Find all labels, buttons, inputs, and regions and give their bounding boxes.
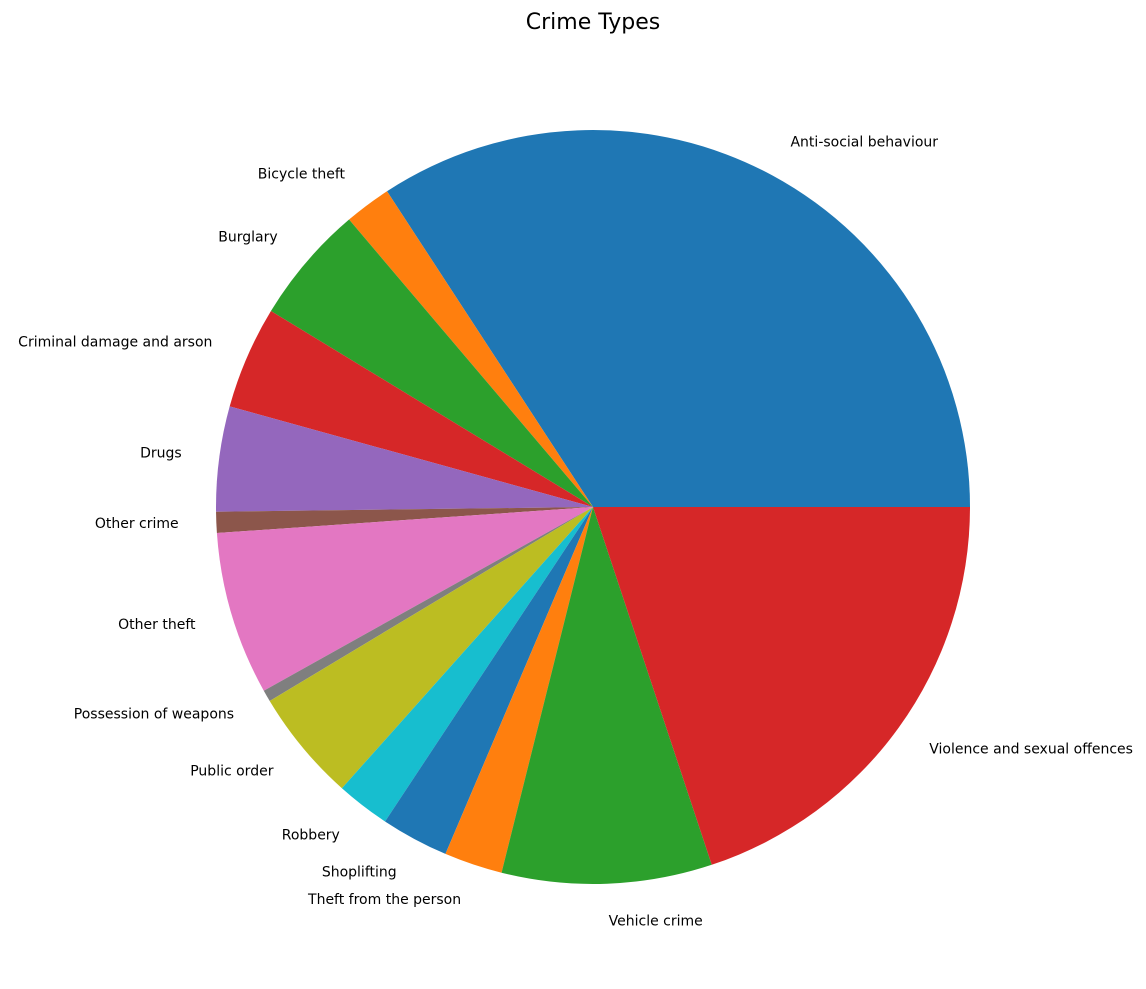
pie-slice-violence-and-sexual-offences — [593, 507, 970, 865]
pie-label-public-order: Public order — [190, 763, 273, 779]
pie-label-anti-social-behaviour: Anti-social behaviour — [790, 134, 938, 150]
pie-label-other-theft: Other theft — [118, 617, 196, 633]
pie-label-violence-and-sexual-offences: Violence and sexual offences — [929, 742, 1133, 758]
pie-label-possession-of-weapons: Possession of weapons — [74, 707, 234, 723]
pie-slice-other-theft — [216, 507, 593, 691]
pie-slice-drugs — [216, 406, 593, 512]
pie-slice-other-crime — [216, 507, 593, 534]
pie-slice-burglary — [270, 219, 593, 507]
pie-label-robbery: Robbery — [282, 827, 340, 843]
pie-slice-theft-from-the-person — [445, 507, 593, 873]
pie-slice-robbery — [341, 507, 593, 822]
pie-label-burglary: Burglary — [218, 230, 277, 246]
pie-slice-bicycle-theft — [349, 191, 593, 507]
chart-title: Crime Types — [526, 10, 660, 35]
pie-label-vehicle-crime: Vehicle crime — [609, 913, 703, 929]
pie-slice-vehicle-crime — [501, 507, 712, 884]
pie-label-shoplifting: Shoplifting — [322, 864, 397, 880]
pie-slice-shoplifting — [385, 507, 593, 854]
pie-slice-public-order — [269, 507, 593, 789]
pie-label-criminal-damage-and-arson: Criminal damage and arson — [18, 334, 212, 350]
pie-label-bicycle-theft: Bicycle theft — [258, 167, 346, 183]
pie-slice-possession-of-weapons — [263, 507, 593, 701]
pie-label-other-crime: Other crime — [95, 516, 179, 532]
pie-slice-anti-social-behaviour — [387, 130, 970, 508]
pie-slice-criminal-damage-and-arson — [229, 311, 593, 507]
pie-label-theft-from-the-person: Theft from the person — [307, 892, 461, 908]
pie-label-drugs: Drugs — [140, 446, 182, 462]
